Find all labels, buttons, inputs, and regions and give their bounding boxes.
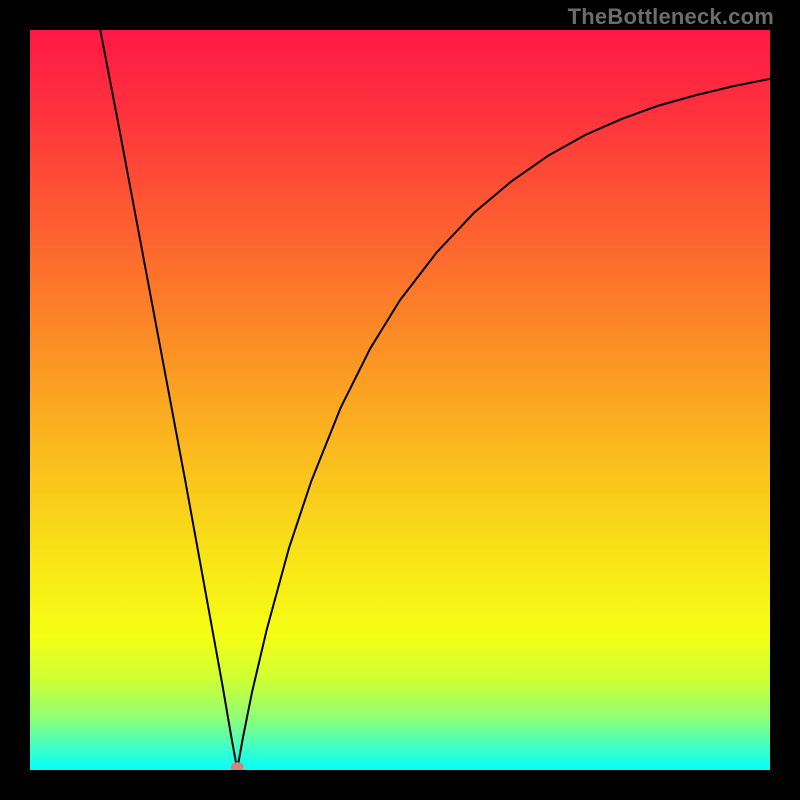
plot-background: [30, 30, 770, 770]
watermark-text: TheBottleneck.com: [568, 4, 774, 30]
plot-area: [30, 30, 770, 770]
plot-svg: [30, 30, 770, 770]
